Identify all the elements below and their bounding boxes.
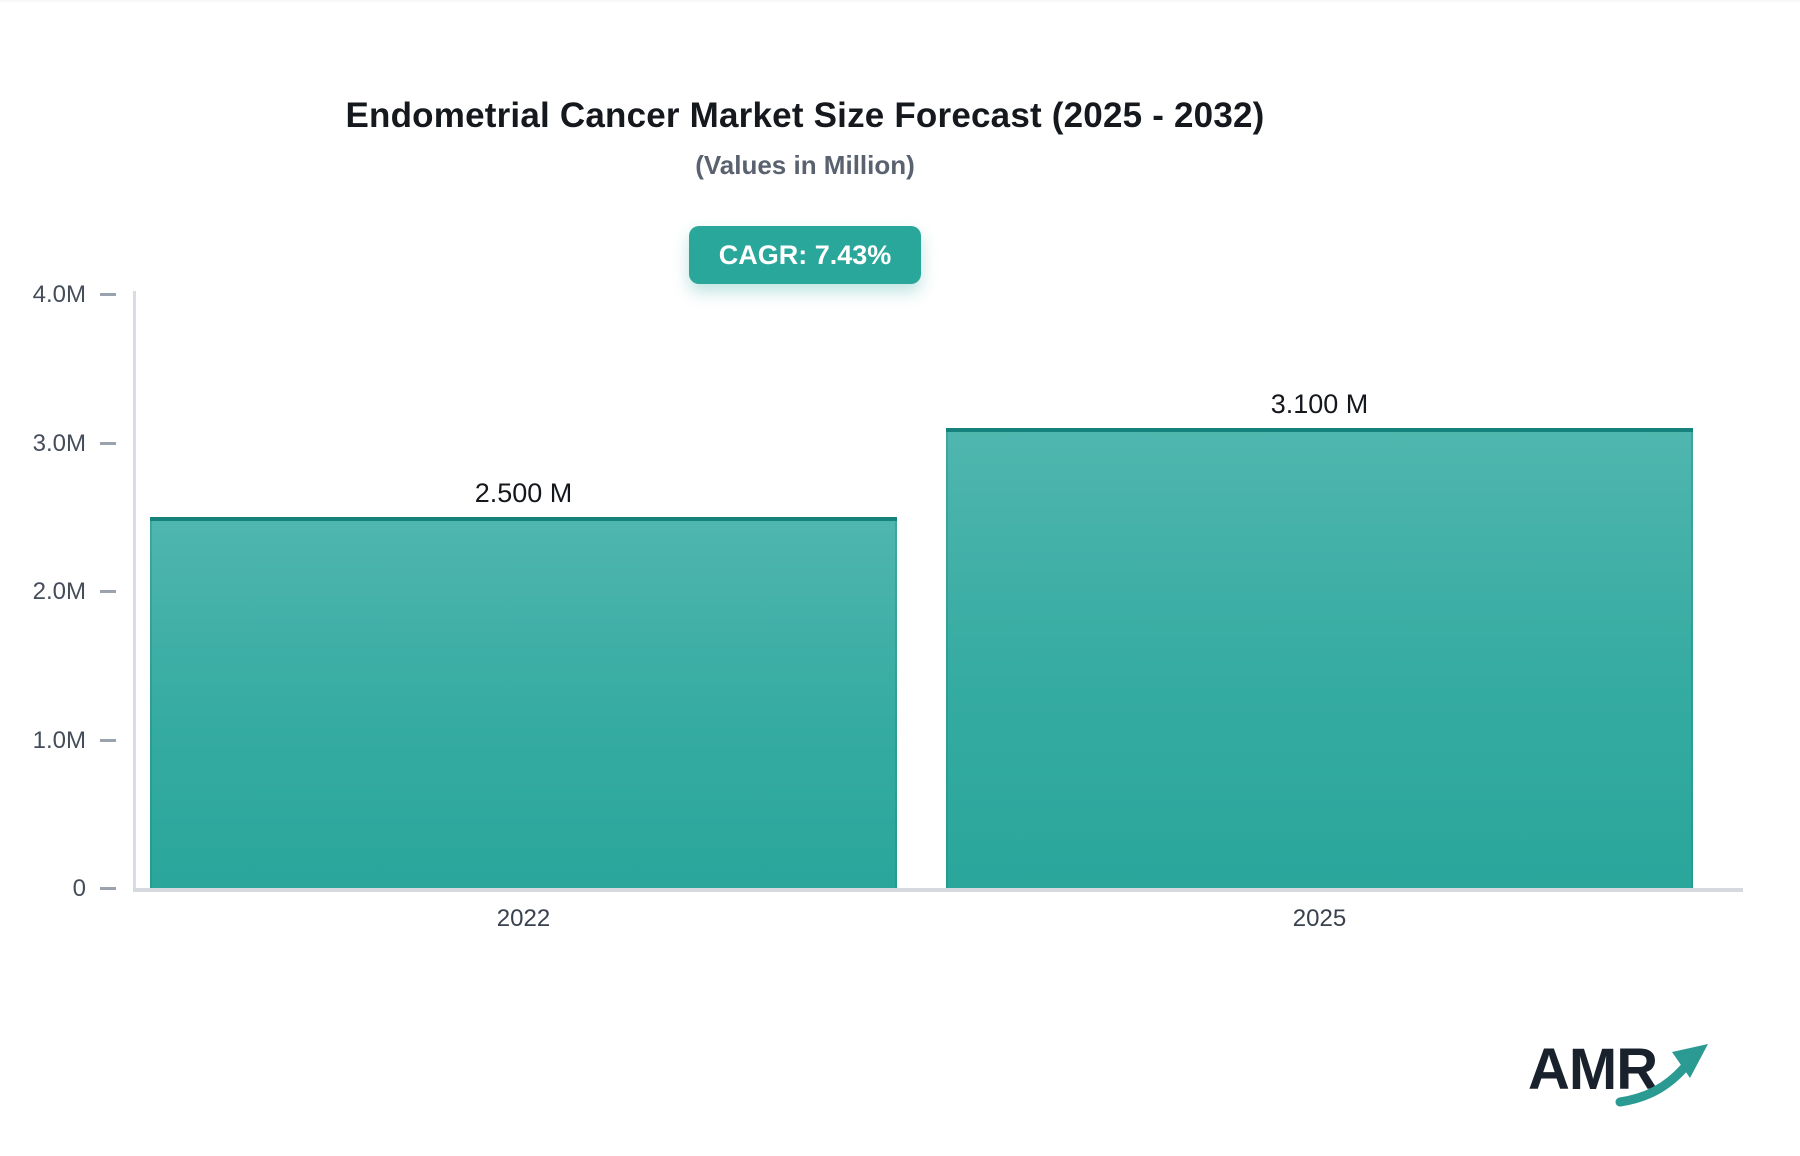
y-tick-mark xyxy=(100,293,116,296)
cagr-badge-container: CAGR: 7.43% xyxy=(0,226,1610,284)
x-axis-label-2025: 2025 xyxy=(1292,905,1347,932)
y-tick-mark xyxy=(100,887,116,890)
chart-header: Endometrial Cancer Market Size Forecast … xyxy=(0,2,1610,181)
x-axis-label-2022: 2022 xyxy=(496,905,551,932)
chart-title: Endometrial Cancer Market Size Forecast … xyxy=(345,96,1265,135)
bar-2025: 3.100 M xyxy=(946,389,1693,888)
x-axis-line xyxy=(133,888,1743,892)
chart-subtitle: (Values in Million) xyxy=(695,150,915,180)
bar-value-label: 2.500 M xyxy=(474,478,573,508)
bar-value-label: 3.100 M xyxy=(1270,389,1369,419)
y-tick-label: 2.0M xyxy=(32,578,86,605)
y-tick-mark xyxy=(100,590,116,593)
y-axis-line xyxy=(133,291,136,891)
y-tick-mark xyxy=(100,738,116,742)
amr-logo: AMR xyxy=(1528,1028,1728,1118)
y-tick-label: 1.0M xyxy=(32,726,86,754)
growth-arrow-icon xyxy=(1615,1044,1708,1107)
amr-logo-text: AMR xyxy=(1528,1037,1658,1102)
y-tick-label: 4.0M xyxy=(32,281,86,308)
y-tick-label: 3.0M xyxy=(32,429,86,457)
y-tick-mark xyxy=(100,441,116,445)
bar-2022: 2.500 M xyxy=(150,478,897,888)
cagr-badge: CAGR: 7.43% xyxy=(688,226,922,284)
y-tick-label: 0 xyxy=(72,875,86,902)
